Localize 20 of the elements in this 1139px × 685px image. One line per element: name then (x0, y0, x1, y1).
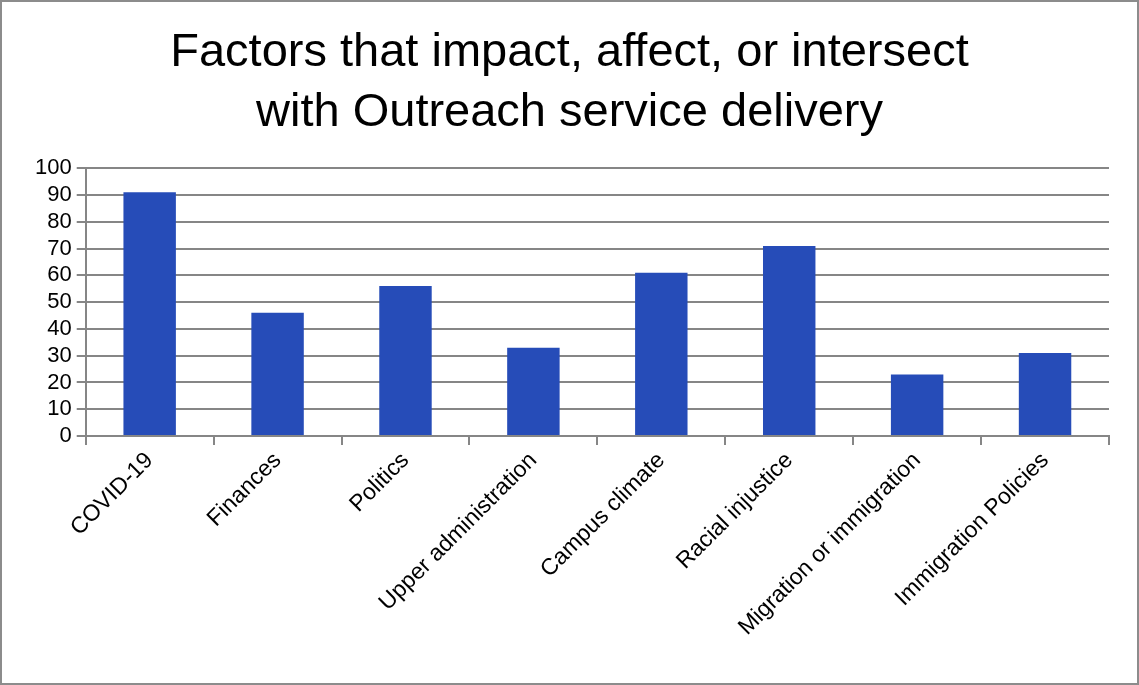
y-tick-label: 10 (47, 395, 72, 421)
bar (507, 347, 560, 436)
bar (123, 192, 176, 436)
y-tick-label: 40 (47, 314, 72, 340)
y-tick-label: 60 (47, 261, 72, 287)
y-tick-label: 0 (59, 422, 72, 448)
bar (890, 374, 944, 436)
y-tick-label: 20 (47, 368, 72, 394)
bar (251, 312, 304, 436)
bar (635, 272, 688, 436)
bar (1018, 353, 1072, 436)
bar (379, 286, 432, 436)
y-tick-label: 50 (47, 288, 72, 314)
y-tick-label: 30 (47, 341, 72, 367)
y-tick-label: 100 (34, 154, 72, 180)
y-tick-label: 80 (47, 207, 72, 233)
chart-title: Factors that impact, affect, or intersect with Outreach service delivery (169, 22, 970, 138)
y-tick-label: 70 (47, 234, 72, 260)
y-tick-label: 90 (47, 181, 72, 207)
bar (763, 245, 816, 436)
